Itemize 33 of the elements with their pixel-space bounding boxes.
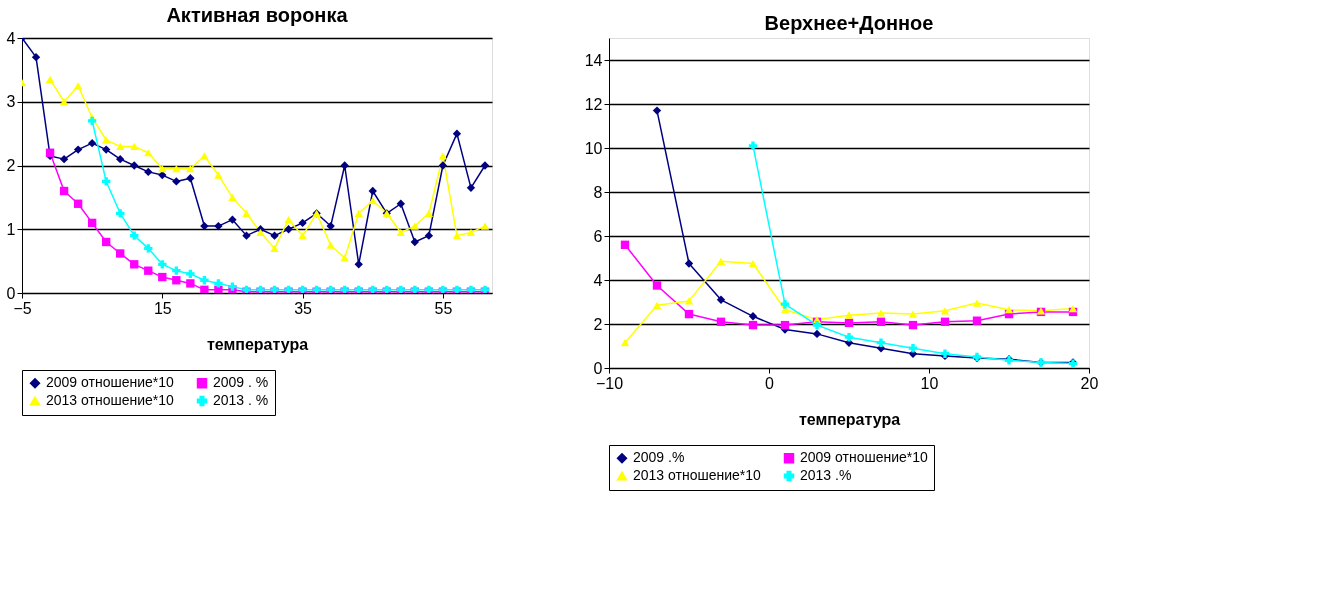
legend-label: 2013 . % (213, 392, 269, 408)
x-tick-label: −5 (13, 299, 32, 317)
y-tick-label: 12 (584, 95, 603, 113)
legend-label: 2009 .% (633, 449, 685, 466)
y-tick-label: 3 (6, 93, 16, 111)
x-tick-label: −10 (595, 374, 624, 392)
y-tick-label: 0 (593, 359, 603, 377)
legend-label: 2013 отношение*10 (46, 392, 175, 408)
x-axis-title: температура (206, 335, 309, 353)
x-tick-label: 0 (765, 374, 775, 392)
y-tick-label: 6 (593, 227, 603, 245)
x-tick-label: 35 (294, 299, 313, 317)
legend-label: 2013 .% (800, 467, 852, 483)
y-tick-label: 2 (593, 315, 603, 333)
x-tick-label: 10 (920, 374, 939, 392)
legend-label: 2009 . % (213, 374, 269, 391)
y-tick-label: 0 (6, 284, 16, 302)
y-tick-label: 10 (584, 139, 603, 157)
y-tick-label: 1 (6, 220, 16, 238)
chart-title: Верхнее+Донное (764, 12, 934, 34)
y-tick-label: 4 (593, 271, 603, 289)
y-tick-label: 4 (6, 29, 16, 47)
x-axis-title: температура (798, 410, 901, 428)
legend-label: 2013 отношение*10 (633, 467, 762, 483)
legend-label: 2009 отношение*10 (46, 374, 175, 391)
x-tick-label: 15 (153, 299, 172, 317)
y-tick-label: 14 (584, 51, 603, 69)
y-tick-label: 8 (593, 183, 603, 201)
legend-label: 2009 отношение*10 (800, 449, 929, 466)
x-tick-label: 55 (434, 299, 453, 317)
x-tick-label: 20 (1080, 374, 1099, 392)
y-tick-label: 2 (6, 157, 16, 174)
chart-title: Активная воронка (166, 4, 349, 26)
